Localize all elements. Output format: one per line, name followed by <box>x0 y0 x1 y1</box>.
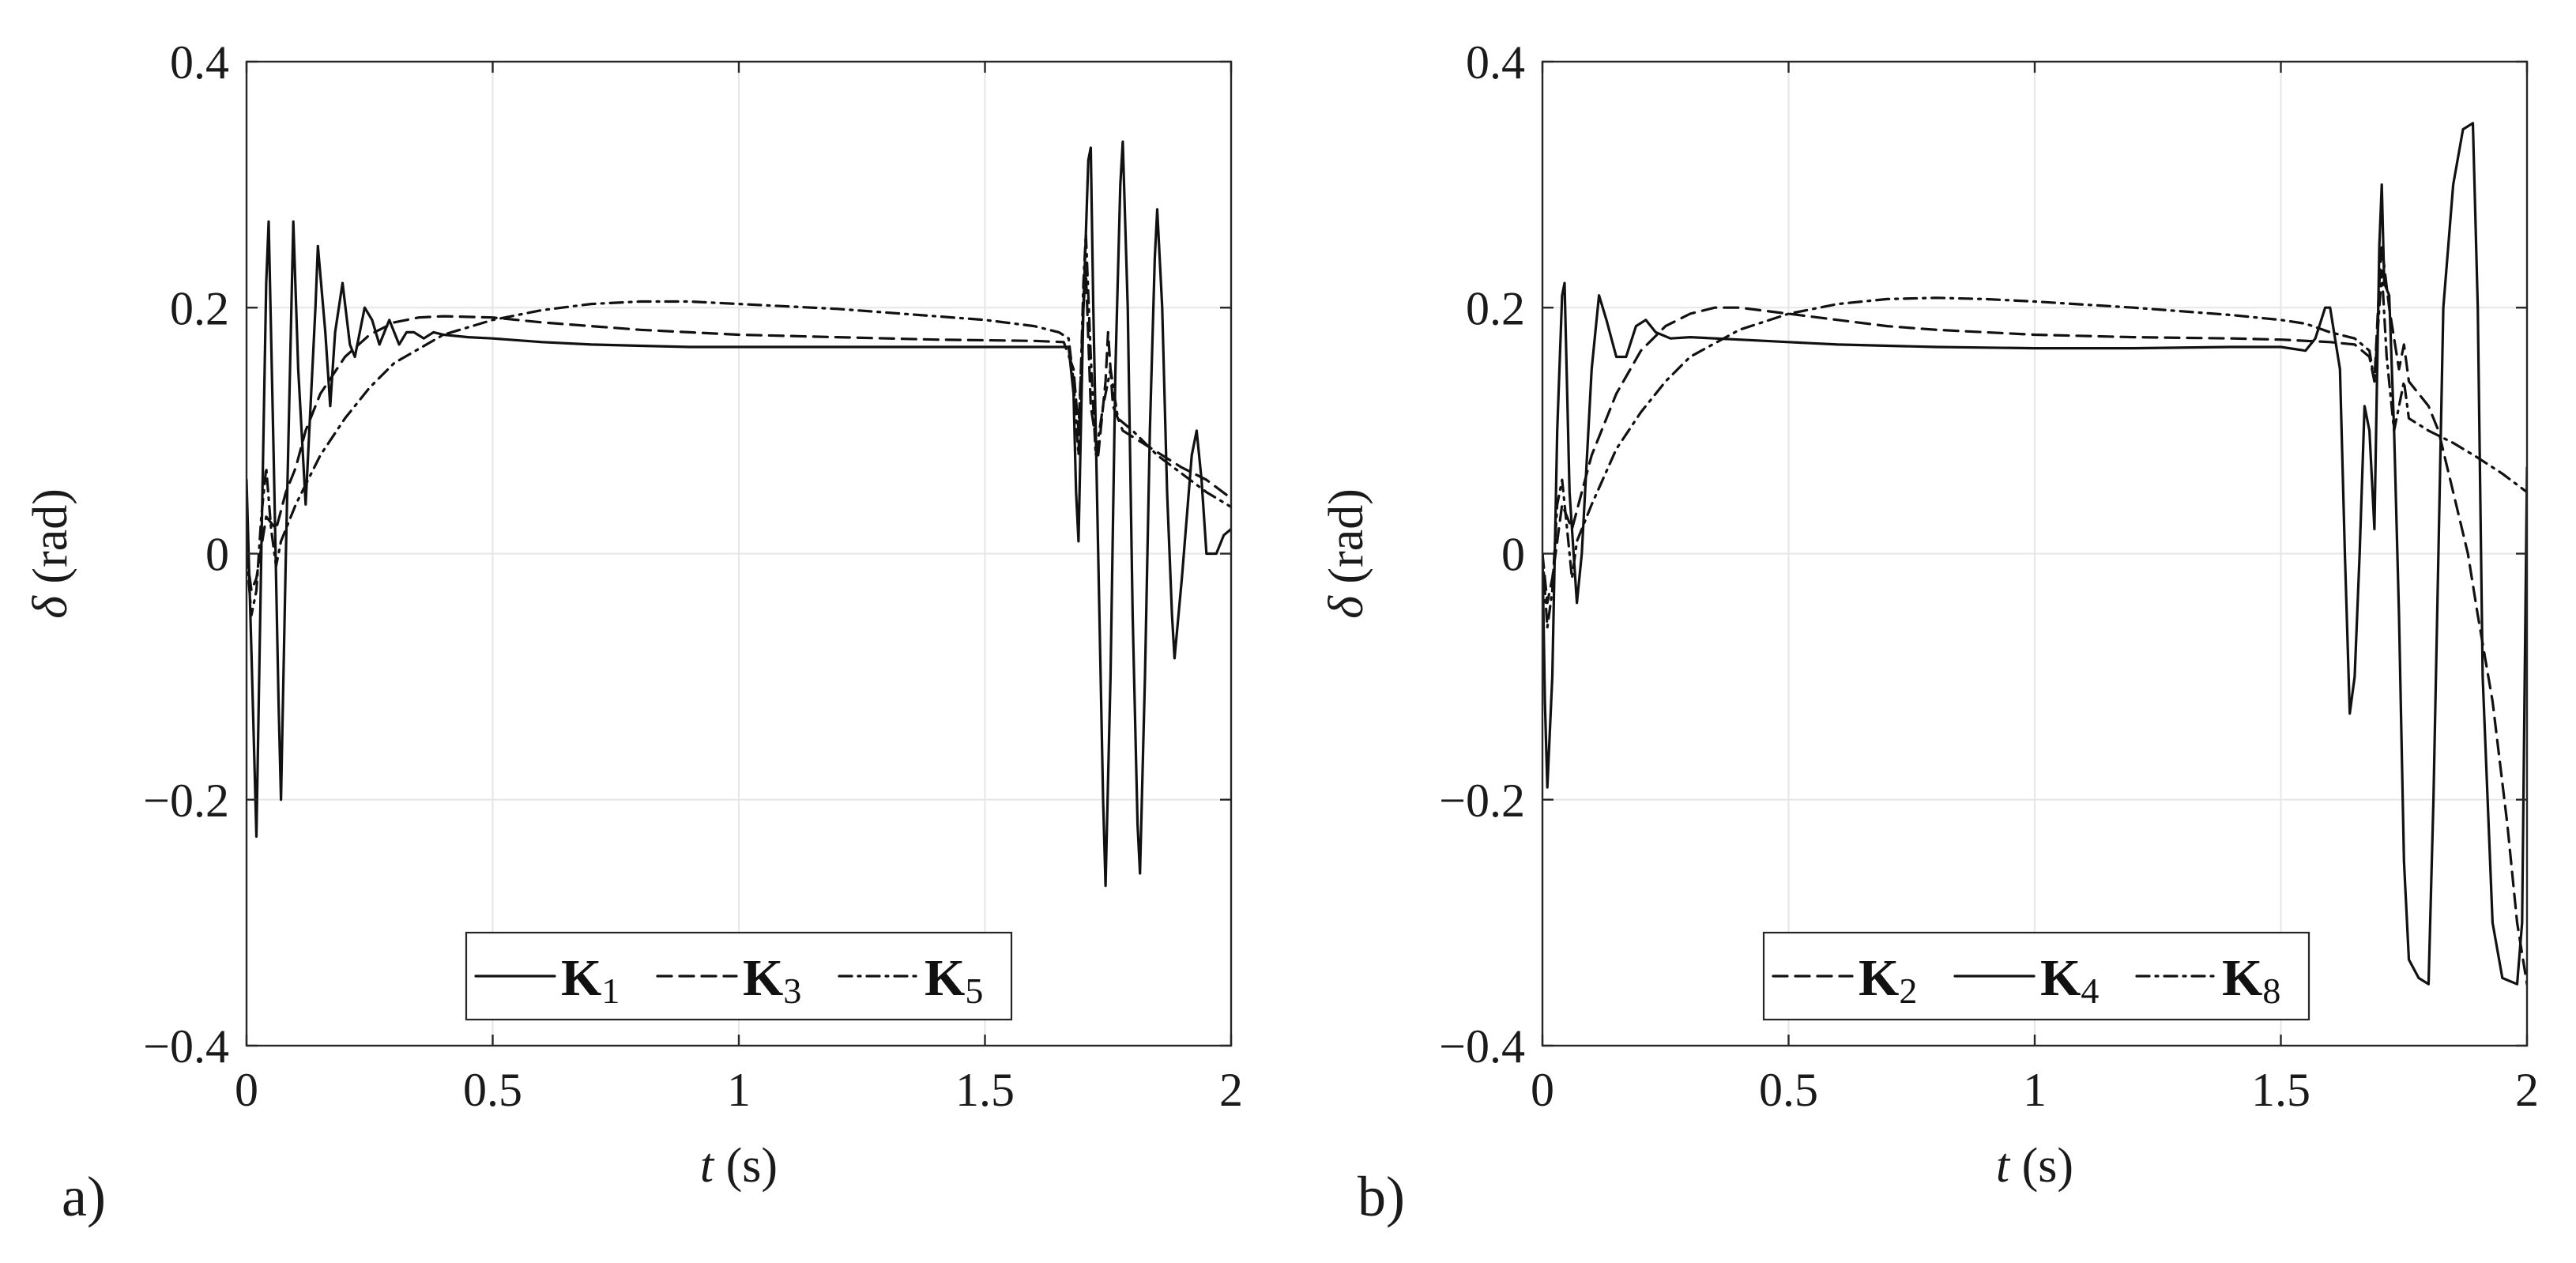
x-axis-label: t (s) <box>700 1139 778 1193</box>
legend-label-K5: K5 <box>925 949 983 1011</box>
series-group <box>1542 122 2527 986</box>
y-tick-label: −0.4 <box>1439 1020 1525 1073</box>
series-group <box>247 140 1231 888</box>
legend-label-K3: K3 <box>743 949 801 1011</box>
y-tick-label: 0.2 <box>170 282 229 334</box>
x-tick-label: 1.5 <box>2251 1064 2310 1116</box>
y-tick-label: −0.2 <box>1439 775 1525 827</box>
series-line-K1 <box>247 140 1231 888</box>
x-tick-label: 0.5 <box>463 1064 522 1116</box>
x-tick-label: 0 <box>235 1064 258 1116</box>
panel-b: 0 0.5 1 1.5 2 −0.4 −0.2 0 0.2 0.4 t (s) δ (rad) b) K2… <box>1320 36 2539 1228</box>
panel-label: a) <box>62 1165 106 1228</box>
y-tick-label: 0 <box>1501 529 1525 581</box>
legend-label-K2: K2 <box>1859 949 1917 1011</box>
y-tick-label: 0.4 <box>1466 36 1525 89</box>
series-line-K3 <box>247 270 1231 592</box>
series-line-K2 <box>1542 244 2527 986</box>
legend-label-K8: K8 <box>2222 949 2280 1011</box>
y-tick-label: 0.2 <box>1466 282 1525 334</box>
legend-box <box>1762 931 2310 1021</box>
x-tick-label: 0.5 <box>1759 1064 1818 1116</box>
x-tick-label: 0 <box>1531 1064 1554 1116</box>
panel-label: b) <box>1358 1165 1405 1228</box>
legend-box <box>465 931 1013 1021</box>
x-tick-label: 1 <box>2023 1064 2047 1116</box>
x-tick-label: 2 <box>2515 1064 2539 1116</box>
y-tick-label: −0.2 <box>143 775 229 827</box>
x-tick-label: 1.5 <box>955 1064 1015 1116</box>
x-axis-label: t (s) <box>1996 1139 2073 1193</box>
y-tick-label: −0.4 <box>143 1020 229 1073</box>
series-line-K5 <box>247 232 1231 616</box>
y-tick-label: 0 <box>205 529 229 581</box>
legend-label-K4: K4 <box>2040 949 2099 1011</box>
x-tick-label: 2 <box>1219 1064 1243 1116</box>
series-line-K4 <box>1542 122 2527 986</box>
y-tick-label: 0.4 <box>170 36 229 89</box>
legend: K1 K3 K5 <box>465 931 1013 1021</box>
series-line-K8 <box>1542 270 2527 629</box>
legend: K2 K4 K8 <box>1762 931 2310 1021</box>
y-axis-label: δ (rad) <box>1320 488 1373 619</box>
legend-label-K1: K1 <box>561 949 620 1011</box>
y-axis-label: δ (rad) <box>24 488 77 619</box>
x-tick-label: 1 <box>727 1064 751 1116</box>
panel-a: 0 0.5 1 1.5 2 −0.4 −0.2 0 0.2 0.4 t (s) δ (rad) a) K1… <box>24 36 1243 1228</box>
